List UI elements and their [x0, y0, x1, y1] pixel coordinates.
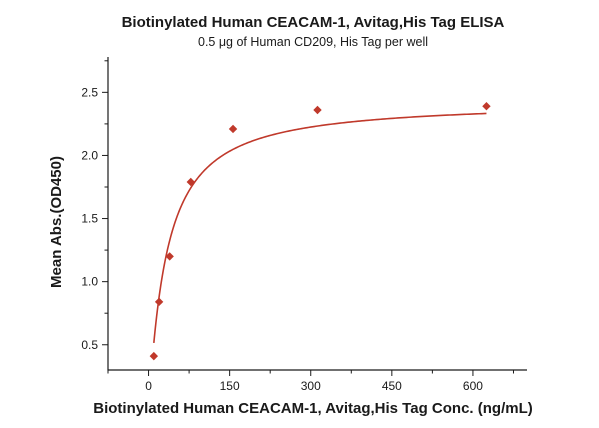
- data-point: [482, 102, 491, 111]
- data-point: [313, 105, 322, 115]
- x-axis-label: Biotinylated Human CEACAM-1, Avitag,His …: [93, 400, 532, 417]
- y-tick-label: 2.0: [81, 148, 98, 162]
- y-axis-label: Mean Abs.(OD450): [48, 156, 65, 288]
- x-tick-label: 600: [463, 379, 483, 393]
- chart-subtitle: 0.5 μg of Human CD209, His Tag per well: [198, 35, 428, 49]
- fit-curve-layer: [153, 112, 487, 344]
- data-points: [149, 102, 491, 361]
- x-tick-label: 450: [382, 379, 402, 393]
- x-tick-label: 0: [145, 379, 152, 393]
- y-tick-label: 2.5: [81, 85, 98, 99]
- data-point: [154, 297, 164, 307]
- fit-curve: [153, 112, 487, 344]
- y-tick-label: 1.5: [81, 212, 98, 226]
- data-point: [165, 252, 174, 261]
- data-point: [149, 351, 159, 361]
- y-tick-label: 1.0: [81, 275, 98, 289]
- data-point: [186, 177, 195, 187]
- x-tick-label: 150: [220, 379, 240, 393]
- axes: [107, 57, 527, 371]
- tick-layer: 0 150 300 450 600 0.5 1.0 1.5 2.0 2.5: [81, 60, 514, 393]
- y-tick-label: 0.5: [81, 338, 98, 352]
- data-point: [228, 124, 238, 134]
- chart-title: Biotinylated Human CEACAM-1, Avitag,His …: [122, 14, 505, 31]
- x-tick-label: 300: [301, 379, 321, 393]
